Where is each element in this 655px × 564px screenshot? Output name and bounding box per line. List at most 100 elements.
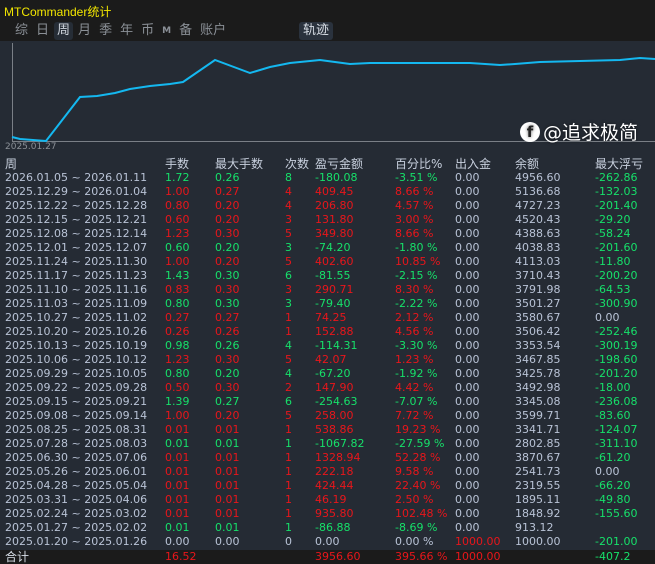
- total-label: 合计: [5, 550, 30, 564]
- column-header[interactable]: 百分比%: [395, 157, 443, 171]
- table-row[interactable]: 2025.09.08 ~ 2025.09.14 1.00 0.20 5 258.00 7.…: [0, 409, 655, 423]
- table-row[interactable]: 2025.08.25 ~ 2025.08.31 0.01 0.01 1 538.86 19…: [0, 423, 655, 437]
- cell-lots: 0.98: [165, 339, 190, 352]
- table-row[interactable]: 2025.03.31 ~ 2025.04.06 0.01 0.01 1 46.19 2.5…: [0, 493, 655, 507]
- column-header[interactable]: 盈亏金额: [315, 157, 364, 171]
- table-row[interactable]: 2025.04.28 ~ 2025.05.04 0.01 0.01 1 424.44 22…: [0, 479, 655, 493]
- table-row[interactable]: 2025.12.01 ~ 2025.12.07 0.60 0.20 3 -74.20 -1…: [0, 241, 655, 255]
- tab-bar: 综日周月季年币 M 备账户 轨迹: [0, 20, 655, 41]
- cell-lots: 0.80: [165, 297, 190, 310]
- table-row[interactable]: 2025.05.26 ~ 2025.06.01 0.01 0.01 1 222.18 9.…: [0, 465, 655, 479]
- cell-max-lots: 0.20: [215, 199, 240, 212]
- cell-profit: 290.71: [315, 283, 354, 296]
- total-percent: 395.66 %: [395, 550, 448, 563]
- tab-3[interactable]: 月: [78, 22, 92, 38]
- table-row[interactable]: 2025.02.24 ~ 2025.03.02 0.01 0.01 1 935.80 10…: [0, 507, 655, 521]
- table-row[interactable]: 2025.10.13 ~ 2025.10.19 0.98 0.26 4 -114.31 -…: [0, 339, 655, 353]
- table-row[interactable]: 2025.09.15 ~ 2025.09.21 1.39 0.27 6 -254.63 -…: [0, 395, 655, 409]
- cell-balance: 1848.92: [515, 507, 561, 520]
- table-row[interactable]: 2025.07.28 ~ 2025.08.03 0.01 0.01 1 -1067.82…: [0, 437, 655, 451]
- tab-0[interactable]: 综: [15, 22, 29, 38]
- table-row[interactable]: 2025.12.08 ~ 2025.12.14 1.23 0.30 5 349.80 8.…: [0, 227, 655, 241]
- total-deposit: 1000.00: [455, 550, 501, 563]
- cell-max-float: -201.00: [595, 535, 638, 548]
- cell-balance: 3580.67: [515, 311, 561, 324]
- cell-max-lots: 0.27: [215, 185, 240, 198]
- table-row[interactable]: 2025.09.22 ~ 2025.09.28 0.50 0.30 2 147.90 4.…: [0, 381, 655, 395]
- table-row[interactable]: 2025.11.10 ~ 2025.11.16 0.83 0.30 3 290.71 8.…: [0, 283, 655, 297]
- cell-deposit: 0.00: [455, 465, 480, 478]
- cell-max-float: 0.00: [595, 465, 620, 478]
- cell-count: 5: [285, 353, 292, 366]
- cell-max-float: -18.00: [595, 381, 631, 394]
- column-header[interactable]: 最大手数: [215, 157, 264, 171]
- cell-percent: -7.07 %: [395, 395, 438, 408]
- cell-balance: 2802.85: [515, 437, 561, 450]
- cell-max-float: -201.20: [595, 367, 638, 380]
- cell-count: 5: [285, 227, 292, 240]
- tab-4[interactable]: 季: [99, 22, 113, 38]
- cell-percent: 0.00 %: [395, 535, 434, 548]
- table-row[interactable]: 2025.01.20 ~ 2025.01.26 0.00 0.00 0 0.00 0.00…: [0, 535, 655, 549]
- tab-7[interactable]: M: [162, 25, 172, 36]
- table-row[interactable]: 2025.12.29 ~ 2026.01.04 1.00 0.27 4 409.45 8.…: [0, 185, 655, 199]
- app-title: MTCommander统计: [0, 0, 655, 20]
- cell-week: 2025.09.08 ~ 2025.09.14: [5, 409, 148, 422]
- cell-count: 4: [285, 199, 292, 212]
- table-row[interactable]: 2025.11.24 ~ 2025.11.30 1.00 0.20 5 402.60 10…: [0, 255, 655, 269]
- cell-balance: 3341.71: [515, 423, 561, 436]
- table-row[interactable]: 2025.12.22 ~ 2025.12.28 0.80 0.20 4 206.80 4.…: [0, 199, 655, 213]
- cell-lots: 1.00: [165, 409, 190, 422]
- table-row[interactable]: 2025.09.29 ~ 2025.10.05 0.80 0.20 4 -67.20 -1…: [0, 367, 655, 381]
- column-header[interactable]: 次数: [285, 157, 310, 171]
- cell-lots: 0.60: [165, 213, 190, 226]
- table-row[interactable]: 2025.11.17 ~ 2025.11.23 1.43 0.30 6 -81.55 -2…: [0, 269, 655, 283]
- cell-max-float: -11.80: [595, 255, 631, 268]
- column-header[interactable]: 手数: [165, 157, 190, 171]
- column-header[interactable]: 周: [5, 157, 18, 171]
- tab-5[interactable]: 年: [120, 22, 134, 38]
- table-row[interactable]: 2025.12.15 ~ 2025.12.21 0.60 0.20 3 131.80 3.…: [0, 213, 655, 227]
- cell-deposit: 0.00: [455, 199, 480, 212]
- tab-2[interactable]: 周: [54, 21, 74, 40]
- table-row[interactable]: 2025.01.27 ~ 2025.02.02 0.01 0.01 1 -86.88 -8…: [0, 521, 655, 535]
- table-row[interactable]: 2025.10.27 ~ 2025.11.02 0.27 0.27 1 74.25 2.1…: [0, 311, 655, 325]
- cell-balance: 3870.67: [515, 451, 561, 464]
- cell-max-float: -201.40: [595, 199, 638, 212]
- cell-count: 5: [285, 409, 292, 422]
- cell-balance: 4727.23: [515, 199, 561, 212]
- column-header[interactable]: 出入金: [455, 157, 492, 171]
- column-header[interactable]: 余额: [515, 157, 540, 171]
- column-header[interactable]: 最大浮亏: [595, 157, 644, 171]
- table-row[interactable]: 2025.06.30 ~ 2025.07.06 0.01 0.01 1 1328.94 5…: [0, 451, 655, 465]
- tab-6[interactable]: 币: [141, 22, 155, 38]
- cell-count: 4: [285, 185, 292, 198]
- cell-week: 2025.06.30 ~ 2025.07.06: [5, 451, 148, 464]
- cell-deposit: 0.00: [455, 479, 480, 492]
- cell-max-lots: 0.20: [215, 255, 240, 268]
- tab-1[interactable]: 日: [36, 22, 50, 38]
- cell-profit: -180.08: [315, 171, 358, 184]
- cell-profit: 409.45: [315, 185, 354, 198]
- cell-max-lots: 0.30: [215, 269, 240, 282]
- cell-profit: 424.44: [315, 479, 354, 492]
- tab-8[interactable]: 备: [179, 22, 193, 38]
- table-row[interactable]: 2025.10.06 ~ 2025.10.12 1.23 0.30 5 42.07 1.2…: [0, 353, 655, 367]
- cell-count: 1: [285, 479, 292, 492]
- cell-percent: -8.69 %: [395, 521, 438, 534]
- tab-track[interactable]: 轨迹: [298, 21, 333, 40]
- cell-deposit: 0.00: [455, 269, 480, 282]
- cell-profit: 0.00: [315, 535, 340, 548]
- total-profit: 3956.60: [315, 550, 361, 563]
- cell-profit: -86.88: [315, 521, 351, 534]
- table-row[interactable]: 2025.10.20 ~ 2025.10.26 0.26 0.26 1 152.88 4.…: [0, 325, 655, 339]
- cell-balance: 5136.68: [515, 185, 561, 198]
- cell-max-lots: 0.30: [215, 227, 240, 240]
- cell-count: 3: [285, 213, 292, 226]
- table-row[interactable]: 2026.01.05 ~ 2026.01.11 1.72 0.26 8 -180.08 -…: [0, 171, 655, 185]
- table-row[interactable]: 2025.11.03 ~ 2025.11.09 0.80 0.30 3 -79.40 -2…: [0, 297, 655, 311]
- cell-profit: 538.86: [315, 423, 354, 436]
- cell-lots: 0.00: [165, 535, 190, 548]
- tab-9[interactable]: 账户: [200, 22, 227, 38]
- cell-max-float: 0.00: [595, 311, 620, 324]
